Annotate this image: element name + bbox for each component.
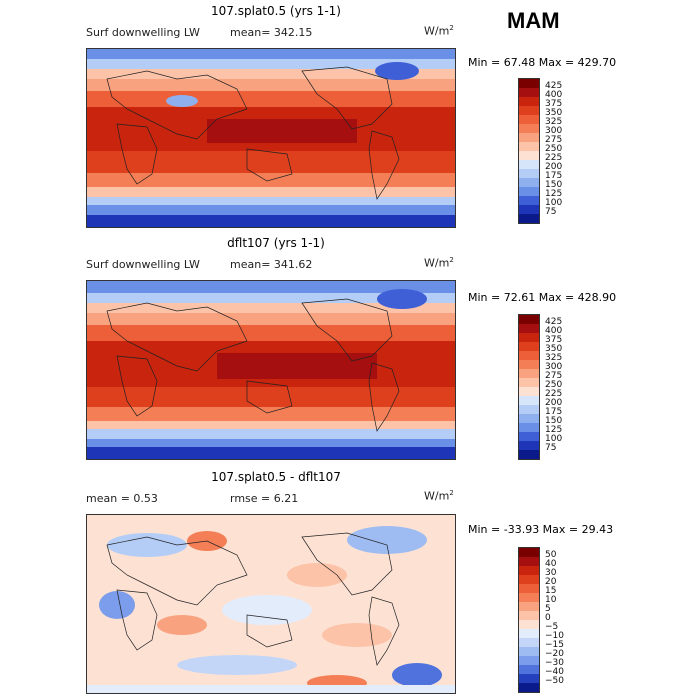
colorbar-label: 100 <box>545 434 563 444</box>
colorbar-label: 5 <box>545 604 551 614</box>
colorbar-label: 250 <box>545 144 563 154</box>
colorbar-label: 10 <box>545 595 557 605</box>
colorbar-label: 0 <box>545 613 551 623</box>
colorbar-label: −40 <box>545 667 564 677</box>
panel-3-minmax: Min = -33.93 Max = 29.43 <box>468 523 614 536</box>
panel-1-variable-label: Surf downwelling LW <box>86 26 200 39</box>
colorbar-label: 150 <box>545 416 563 426</box>
colorbar-label: 40 <box>545 559 557 569</box>
colorbar-label: −10 <box>545 631 564 641</box>
colorbar-label: 300 <box>545 126 563 136</box>
colorbar-label: −30 <box>545 658 564 668</box>
colorbar-label: 275 <box>545 371 563 381</box>
panel-2-minmax: Min = 72.61 Max = 428.90 <box>468 291 617 304</box>
panel-3-units: W/m2 <box>424 489 454 503</box>
colorbar-label: 75 <box>545 443 557 453</box>
panel-1-minmax: Min = 67.48 Max = 429.70 <box>468 56 617 69</box>
panel-2-variable-label: Surf downwelling LW <box>86 258 200 271</box>
panel-1-mean: mean= 342.15 <box>230 26 313 39</box>
season-title: MAM <box>507 8 560 33</box>
panel-1-units: W/m2 <box>424 24 454 38</box>
panel-2-colorbar <box>518 314 540 460</box>
colorbar-label: 425 <box>545 317 563 327</box>
colorbar-label: 15 <box>545 586 557 596</box>
colorbar-label: 400 <box>545 326 563 336</box>
colorbar-label: 200 <box>545 162 563 172</box>
colorbar-label: −15 <box>545 640 564 650</box>
panel-1-colorbar <box>518 78 540 224</box>
colorbar-label: 375 <box>545 99 563 109</box>
colorbar-label: 350 <box>545 108 563 118</box>
colorbar-label: 325 <box>545 117 563 127</box>
colorbar-label: 20 <box>545 577 557 587</box>
colorbar-label: 125 <box>545 189 563 199</box>
colorbar-label: 225 <box>545 153 563 163</box>
colorbar-label: 50 <box>545 550 557 560</box>
colorbar-label: 250 <box>545 380 563 390</box>
colorbar-label: 30 <box>545 568 557 578</box>
colorbar-label: 150 <box>545 180 563 190</box>
colorbar-label: 350 <box>545 344 563 354</box>
panel-2-mean: mean= 341.62 <box>230 258 313 271</box>
panel-2-title: dflt107 (yrs 1-1) <box>227 236 325 250</box>
panel-3-map <box>86 514 456 694</box>
panel-3-title: 107.splat0.5 - dflt107 <box>211 470 341 484</box>
colorbar-label: 425 <box>545 81 563 91</box>
colorbar-label: 325 <box>545 353 563 363</box>
colorbar-label: 275 <box>545 135 563 145</box>
panel-2-units: W/m2 <box>424 256 454 270</box>
panel-3-colorbar <box>518 547 540 693</box>
panel-3-mean: mean = 0.53 <box>86 492 158 505</box>
panel-2-map <box>86 280 456 460</box>
panel-1-map <box>86 48 456 228</box>
colorbar-label: 175 <box>545 171 563 181</box>
colorbar-label: 300 <box>545 362 563 372</box>
panel-3-rmse: rmse = 6.21 <box>230 492 299 505</box>
colorbar-label: 375 <box>545 335 563 345</box>
colorbar-label: −20 <box>545 649 564 659</box>
colorbar-label: 75 <box>545 207 557 217</box>
colorbar-label: 225 <box>545 389 563 399</box>
colorbar-label: 100 <box>545 198 563 208</box>
colorbar-label: −5 <box>545 622 559 632</box>
colorbar-label: 175 <box>545 407 563 417</box>
panel-1-title: 107.splat0.5 (yrs 1-1) <box>211 4 341 18</box>
colorbar-label: 125 <box>545 425 563 435</box>
colorbar-label: 200 <box>545 398 563 408</box>
colorbar-label: −50 <box>545 676 564 686</box>
colorbar-label: 400 <box>545 90 563 100</box>
